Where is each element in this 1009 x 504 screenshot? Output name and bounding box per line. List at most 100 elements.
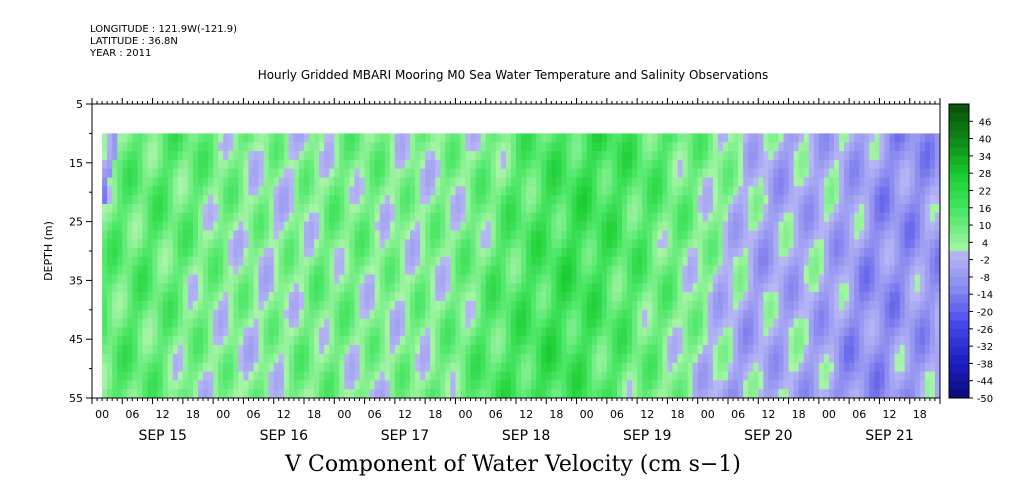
heatmap-cell [813, 345, 820, 355]
heatmap-cell [334, 309, 340, 320]
heatmap-cell [909, 292, 916, 302]
heatmap-cell [667, 230, 673, 240]
heatmap-cell [389, 300, 396, 311]
heatmap-cell [803, 239, 810, 249]
heatmap-cell [510, 318, 517, 328]
heatmap-cell [728, 256, 734, 267]
heatmap-cell [152, 274, 159, 284]
heatmap-cell [743, 318, 749, 328]
heatmap-cell [389, 159, 396, 170]
heatmap-cell [218, 389, 224, 399]
heatmap-cell [273, 151, 280, 161]
heatmap-cell [425, 371, 431, 381]
heatmap-cell [722, 371, 729, 381]
heatmap-cell [107, 151, 113, 161]
heatmap-cell [394, 362, 401, 372]
heatmap-cell [531, 292, 537, 302]
heatmap-cell [571, 177, 577, 187]
heatmap-cell [672, 168, 678, 178]
heatmap-cell [632, 283, 638, 293]
heatmap-cell [894, 309, 901, 320]
heatmap-cell [415, 336, 421, 346]
heatmap-cell [177, 151, 184, 161]
heatmap-cell [894, 177, 901, 187]
heatmap-cell [455, 177, 461, 187]
heatmap-cell [208, 309, 214, 320]
heatmap-cell [869, 318, 875, 328]
heatmap-cell [828, 239, 835, 249]
heatmap-cell [813, 389, 820, 399]
heatmap-cell [369, 248, 376, 258]
heatmap-cell [823, 274, 830, 284]
heatmap-cell [304, 292, 310, 302]
heatmap-cell [192, 203, 199, 214]
heatmap-cell [753, 309, 759, 320]
heatmap-cell [707, 177, 714, 187]
heatmap-cell [642, 336, 648, 346]
heatmap-cell [112, 362, 118, 372]
heatmap-cell [758, 300, 764, 311]
heatmap-cell [924, 248, 931, 258]
heatmap-cell [450, 292, 456, 302]
heatmap-cell [102, 336, 108, 346]
heatmap-cell [783, 389, 789, 399]
heatmap-cell [717, 336, 724, 346]
heatmap-cell [541, 159, 547, 170]
heatmap-cell [637, 159, 643, 170]
heatmap-cell [748, 239, 754, 249]
heatmap-cell [571, 336, 577, 346]
heatmap-cell [127, 186, 133, 196]
heatmap-cell [354, 371, 360, 381]
heatmap-cell [404, 195, 411, 205]
heatmap-cell [359, 256, 365, 267]
heatmap-cell [213, 362, 219, 372]
heatmap-cell [102, 177, 108, 187]
heatmap-cell [490, 230, 497, 240]
heatmap-cell [586, 300, 593, 311]
heatmap-cell [314, 186, 320, 196]
heatmap-cell [516, 327, 522, 337]
heatmap-cell [203, 362, 209, 372]
heatmap-cell [611, 292, 618, 302]
heatmap-cell [717, 203, 724, 214]
heatmap-cell [268, 256, 275, 267]
heatmap-cell [253, 142, 259, 152]
heatmap-cell [208, 389, 214, 399]
heatmap-cell [465, 274, 471, 284]
heatmap-cell [783, 168, 789, 178]
heatmap-cell [198, 151, 204, 161]
heatmap-cell [435, 248, 441, 258]
heatmap-cell [652, 362, 658, 372]
heatmap-cell [616, 336, 623, 346]
heatmap-cell [803, 327, 810, 337]
heatmap-cell [924, 336, 931, 346]
heatmap-cell [258, 186, 265, 196]
heatmap-cell [465, 336, 471, 346]
heatmap-cell [157, 283, 164, 293]
heatmap-cell [288, 133, 295, 143]
heatmap-cell [611, 318, 618, 328]
heatmap-cell [556, 256, 562, 267]
heatmap-cell [844, 292, 850, 302]
heatmap-cell [672, 142, 678, 152]
heatmap-cell [692, 168, 699, 178]
heatmap-cell [450, 221, 456, 231]
heatmap-cell [647, 265, 653, 275]
heatmap-cell [778, 274, 784, 284]
heatmap-cell [187, 292, 194, 302]
heatmap-cell [622, 151, 628, 161]
heatmap-cell [258, 318, 265, 328]
heatmap-cell [394, 177, 401, 187]
heatmap-cell [919, 142, 926, 152]
heatmap-cell [309, 380, 315, 390]
heatmap-cell [339, 230, 345, 240]
heatmap-cell [823, 142, 830, 152]
heatmap-cell [208, 318, 214, 328]
heatmap-cell [849, 336, 855, 346]
heatmap-cell [137, 239, 143, 249]
heatmap-cell [187, 389, 194, 399]
heatmap-cell [834, 133, 840, 143]
heatmap-cell [248, 327, 254, 337]
heatmap-cell [425, 283, 431, 293]
heatmap-cell [778, 389, 784, 399]
